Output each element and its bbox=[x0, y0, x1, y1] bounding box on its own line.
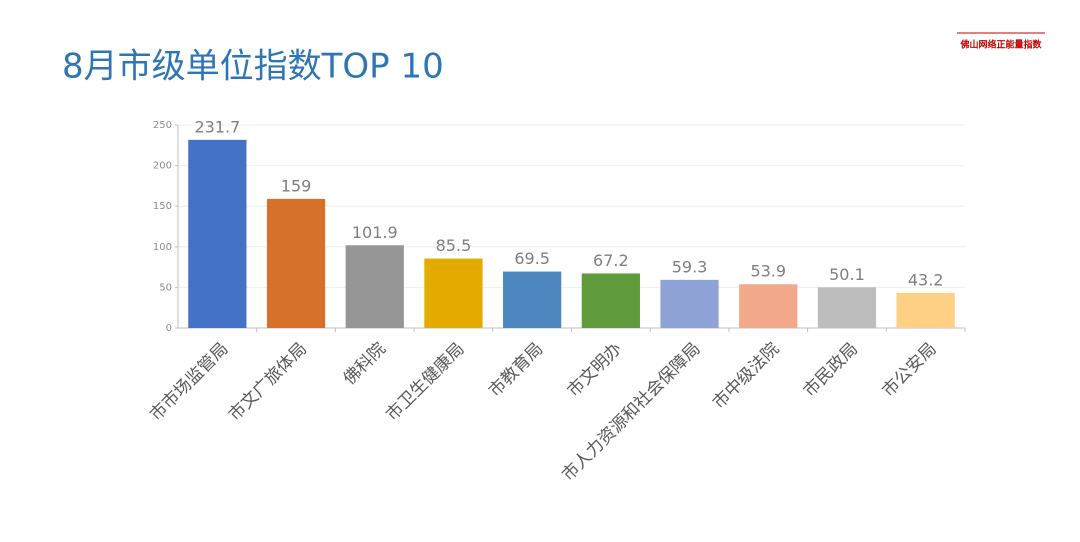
value-label: 231.7 bbox=[194, 117, 240, 136]
x-tick-label: 市卫生健康局 bbox=[382, 339, 468, 425]
bar bbox=[345, 245, 404, 328]
x-tick-label: 市公安局 bbox=[878, 339, 940, 401]
y-tick-label: 0 bbox=[166, 323, 172, 334]
value-label: 59.3 bbox=[672, 257, 708, 276]
y-tick-label: 100 bbox=[153, 242, 172, 253]
bar bbox=[817, 287, 877, 328]
x-tick-label: 市文广旅体局 bbox=[225, 339, 311, 425]
bar bbox=[739, 284, 798, 328]
value-label: 69.5 bbox=[514, 249, 550, 268]
bar bbox=[503, 271, 562, 328]
value-label: 50.1 bbox=[829, 265, 865, 284]
value-label: 67.2 bbox=[593, 251, 629, 270]
x-tick-label: 市人力资源和社会保障局 bbox=[558, 339, 704, 485]
x-tick-label: 市市场监管局 bbox=[146, 339, 232, 425]
value-label: 43.2 bbox=[908, 270, 944, 289]
value-label: 85.5 bbox=[436, 236, 472, 255]
value-label: 159 bbox=[281, 176, 312, 195]
x-tick-label: 市文明办 bbox=[564, 339, 626, 401]
y-tick-label: 150 bbox=[153, 201, 172, 212]
bar bbox=[266, 198, 326, 328]
x-tick-label: 市民政局 bbox=[800, 339, 862, 401]
bar bbox=[896, 292, 955, 328]
bar bbox=[581, 273, 640, 328]
value-label: 101.9 bbox=[352, 223, 398, 242]
value-label: 53.9 bbox=[750, 262, 786, 281]
bar bbox=[188, 139, 247, 328]
y-tick-label: 200 bbox=[153, 161, 172, 172]
y-tick-label: 50 bbox=[159, 282, 172, 293]
x-tick-label: 市中级法院 bbox=[709, 339, 783, 413]
bar bbox=[660, 279, 719, 328]
bar bbox=[424, 258, 483, 328]
x-tick-label: 市教育局 bbox=[485, 339, 547, 401]
chart-title: 8月市级单位指数TOP 10 bbox=[62, 47, 444, 87]
x-tick-label: 佛科院 bbox=[340, 339, 390, 389]
y-tick-label: 250 bbox=[153, 120, 172, 131]
logo: 佛山网络正能量指数 bbox=[959, 39, 1042, 51]
